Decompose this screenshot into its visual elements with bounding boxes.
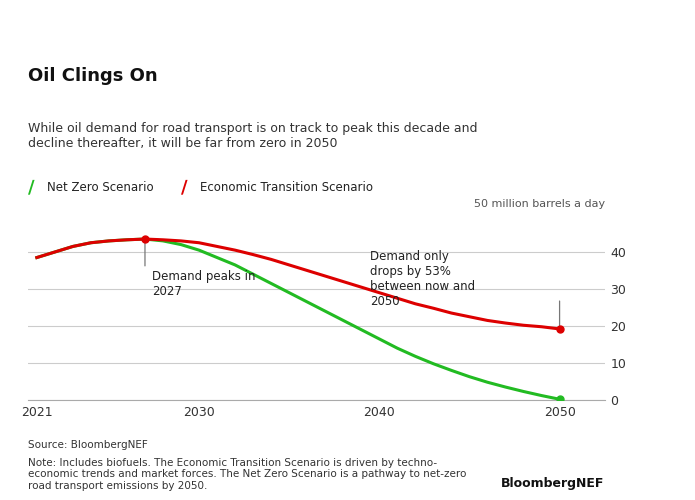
Text: Oil Clings On: Oil Clings On	[28, 67, 158, 85]
Text: BloombergNEF: BloombergNEF	[501, 478, 605, 490]
Text: Net Zero Scenario: Net Zero Scenario	[47, 181, 154, 194]
Text: ∕: ∕	[181, 178, 188, 196]
Text: Demand only
drops by 53%
between now and
2050: Demand only drops by 53% between now and…	[370, 250, 475, 308]
Text: 50 million barrels a day: 50 million barrels a day	[473, 200, 605, 209]
Text: Demand peaks in
2027: Demand peaks in 2027	[152, 270, 256, 298]
Text: ∕: ∕	[28, 178, 35, 196]
Text: Source: BloombergNEF: Source: BloombergNEF	[28, 440, 147, 450]
Text: While oil demand for road transport is on track to peak this decade and
decline : While oil demand for road transport is o…	[28, 122, 477, 150]
Text: Note: Includes biofuels. The Economic Transition Scenario is driven by techno-
e: Note: Includes biofuels. The Economic Tr…	[28, 458, 466, 490]
Text: Economic Transition Scenario: Economic Transition Scenario	[200, 181, 373, 194]
